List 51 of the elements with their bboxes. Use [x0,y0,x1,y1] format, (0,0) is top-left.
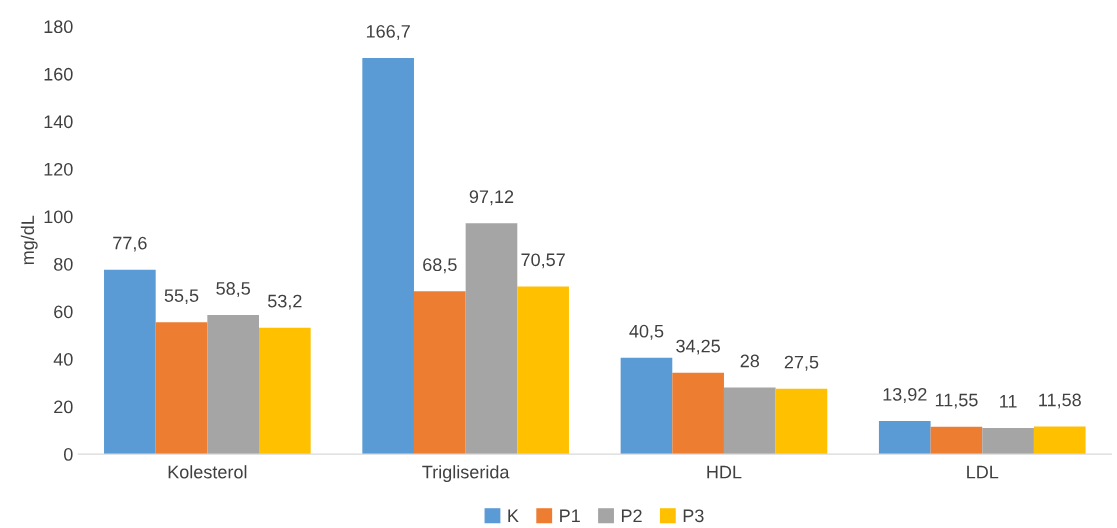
x-tick-label: LDL [967,465,999,479]
data-label: 11 [1000,395,1017,408]
y-tick-label: 20 [54,400,73,414]
y-tick-label: 180 [44,20,73,34]
bar [930,426,983,455]
y-tick-label: 80 [54,257,73,271]
bar [620,357,673,455]
bar [155,322,208,455]
y-tick-label: 100 [44,210,73,224]
data-label: 34,25 [676,339,720,355]
y-axis-title: mg/dL [20,215,38,265]
bar [465,223,518,455]
bar [259,327,311,455]
data-label: 28 [740,354,760,368]
bar [413,291,466,455]
bar [207,315,259,455]
data-label: 11,58 [1039,393,1081,409]
bar [362,58,414,455]
data-label: 166,7 [366,24,410,40]
y-tick-label: 120 [44,162,73,176]
legend-label: P3 [683,509,704,523]
x-tick-label: Trigliserida [422,465,510,483]
data-label: 77,6 [113,236,147,252]
y-tick-label: 40 [53,352,73,366]
bar [1033,426,1086,455]
y-tick-label: 0 [63,448,73,461]
data-label: 97,12 [469,190,514,206]
bar [878,421,931,455]
data-label: 40,5 [629,324,664,340]
legend-label: K [508,509,519,522]
data-label: 11,55 [935,393,978,409]
data-label: 53,2 [267,294,302,310]
x-tick-label: HDL [707,465,742,479]
data-label: 13,92 [883,387,927,403]
data-label: 27,5 [784,355,819,371]
bar [672,372,724,455]
y-tick-label: 140 [44,115,73,129]
legend-label: P2 [621,509,642,522]
y-tick-label: 60 [54,305,73,319]
bar [775,388,828,455]
bar [517,286,569,455]
bar [104,269,156,455]
data-label: 68,5 [423,258,457,274]
y-tick-label: 160 [44,67,73,81]
data-label: 70,57 [521,253,565,269]
data-label: 55,5 [164,289,199,305]
x-tick-label: Kolesterol [168,465,247,479]
bar [723,387,776,455]
legend-label: P1 [560,509,580,522]
data-label: 58,5 [216,282,250,297]
bar [982,427,1034,455]
